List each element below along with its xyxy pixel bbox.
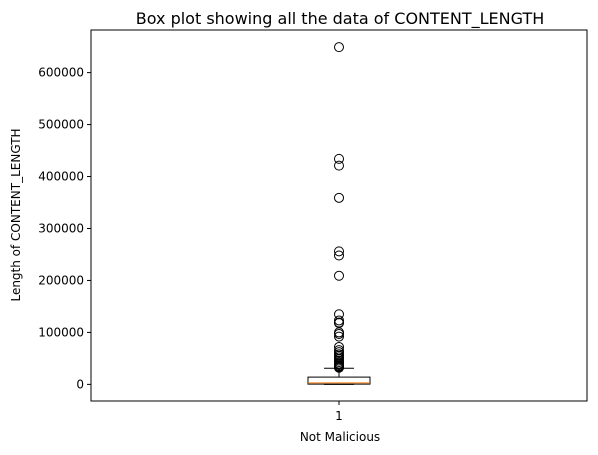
y-tick-label: 200000 bbox=[38, 273, 84, 287]
outlier-point bbox=[334, 250, 344, 261]
x-axis-label: Not Malicious bbox=[300, 430, 380, 444]
y-tick-label: 300000 bbox=[38, 221, 84, 235]
outlier-point bbox=[334, 331, 344, 342]
y-axis-label: Length of CONTENT_LENGTH bbox=[9, 128, 23, 301]
x-tick-label: 1 bbox=[335, 409, 343, 423]
outlier-point bbox=[334, 160, 344, 171]
outlier-point bbox=[334, 42, 344, 53]
outlier-point bbox=[334, 246, 344, 257]
iqr-box bbox=[307, 376, 371, 385]
outlier-point bbox=[334, 362, 344, 373]
y-axis: 0 100000 200000 300000 400000 500000 600000 bbox=[38, 66, 91, 391]
y-tick-label: 0 bbox=[76, 377, 84, 391]
outlier-point bbox=[334, 153, 344, 164]
y-tick-label: 600000 bbox=[38, 66, 84, 80]
chart-title: Box plot showing all the data of CONTENT… bbox=[136, 9, 545, 29]
y-tick-label: 100000 bbox=[38, 325, 84, 339]
x-axis: 1 bbox=[335, 401, 343, 423]
y-tick-label: 400000 bbox=[38, 170, 84, 184]
outlier-point bbox=[334, 270, 344, 281]
y-tick-label: 500000 bbox=[38, 118, 84, 132]
outlier-point bbox=[334, 328, 344, 339]
plot-area bbox=[307, 42, 371, 385]
outlier-point bbox=[334, 192, 344, 203]
